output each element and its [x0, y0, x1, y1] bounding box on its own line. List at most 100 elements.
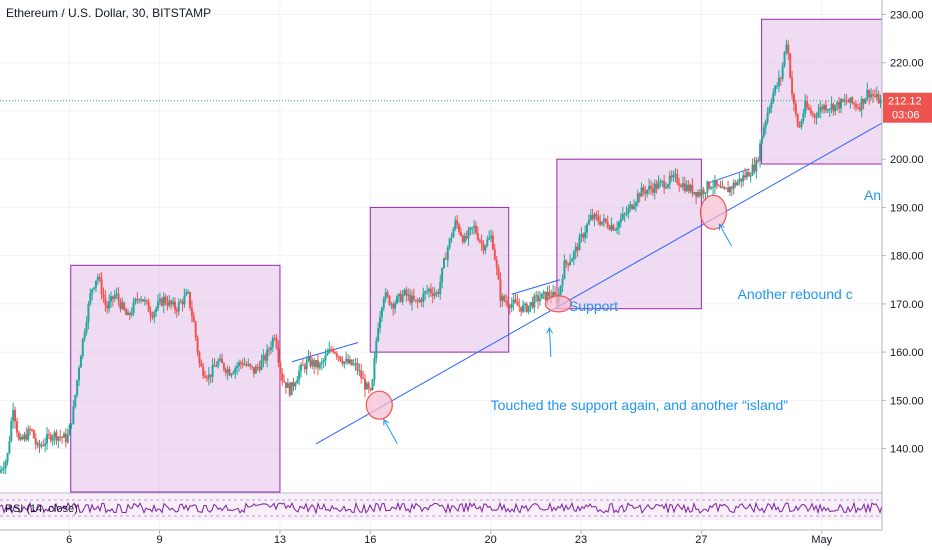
candle-body [830, 103, 833, 110]
candle-body [715, 180, 718, 186]
candle-body [360, 370, 363, 379]
candle-body [776, 85, 779, 87]
candle-body [473, 225, 476, 228]
candle-body [572, 252, 575, 260]
candle-body [59, 436, 62, 438]
candle-body [30, 429, 33, 431]
candle-body [570, 259, 573, 262]
candle-body [420, 299, 423, 302]
candle-body [243, 364, 246, 366]
candle-body [217, 360, 220, 367]
candle-body [674, 173, 677, 175]
price-tick-label: 190.00 [890, 202, 924, 214]
candle-body [623, 213, 626, 215]
candle-body [683, 183, 686, 192]
candle-body [753, 164, 756, 172]
price-tick-label: 220.00 [890, 58, 924, 70]
candle-body [713, 180, 716, 187]
candle-body [766, 112, 769, 122]
candle-body [569, 261, 572, 266]
candle-body [343, 361, 346, 364]
candle-body [559, 285, 562, 295]
candle-body [262, 355, 265, 361]
candle-body [794, 103, 797, 115]
time-tick-label: 23 [575, 534, 587, 546]
candle-body [68, 424, 71, 436]
arrow-line [719, 224, 732, 247]
candle-body [806, 101, 809, 108]
candle-body [283, 380, 286, 383]
candle-body [755, 159, 758, 172]
candle-body [668, 175, 671, 185]
candle-body [204, 375, 207, 378]
candle-body [781, 65, 784, 79]
candle-body [681, 183, 684, 188]
price-axis: 140.00 150.00 160.00 170.00 180.00 190.00 200.… [0, 0, 932, 530]
candle-body [292, 382, 295, 387]
candle-body [774, 85, 777, 94]
candle-body [219, 358, 222, 361]
candle-body [247, 363, 250, 366]
candle-body [226, 369, 229, 373]
candle-body [181, 301, 184, 305]
candle-body [395, 296, 398, 304]
candle-body [491, 235, 494, 250]
candle-body [401, 294, 404, 302]
candle-body [125, 309, 128, 316]
candle-body [548, 291, 551, 297]
candle-body [313, 360, 316, 367]
candle-body [636, 193, 639, 203]
candle-body [649, 186, 652, 189]
candle-body [512, 299, 515, 304]
candle-body [256, 366, 259, 368]
candle-body [128, 312, 131, 316]
candle-body [164, 296, 167, 303]
candle-body [46, 434, 49, 444]
candle-body [281, 373, 284, 381]
candle-body [821, 106, 824, 110]
candle-body [834, 105, 837, 112]
candle-body [6, 453, 9, 462]
price-tick-label: 150.00 [890, 395, 924, 407]
candle-body [384, 292, 387, 299]
candle-body [471, 227, 474, 229]
time-tick-label: 20 [485, 534, 497, 546]
candle-body [322, 360, 325, 363]
candle-body [362, 378, 365, 380]
candle-body [484, 245, 487, 251]
candle-body [717, 185, 720, 187]
candle-body [563, 260, 566, 279]
candle-body [284, 382, 287, 388]
candle-body [839, 99, 842, 109]
candle-body [117, 293, 120, 301]
candle-body [36, 443, 39, 445]
candle-body [813, 114, 816, 118]
candle-body [522, 305, 525, 312]
candle-body [298, 370, 301, 380]
candle-body [198, 352, 201, 364]
candle-body [862, 98, 865, 104]
candle-body [663, 181, 666, 189]
candle-body [523, 303, 526, 306]
candle-body [593, 214, 596, 219]
candle-body [727, 187, 730, 193]
candle-body [96, 276, 99, 281]
candle-body [565, 260, 568, 264]
candle-body [187, 291, 190, 293]
candle-body [685, 184, 688, 192]
candle-body [258, 366, 261, 370]
annotation-text: An [864, 187, 881, 203]
candle-body [578, 236, 581, 251]
candle-body [57, 436, 60, 441]
candle-body [49, 434, 52, 441]
candle-body [337, 356, 340, 358]
candle-body [0, 469, 1, 473]
rsi-pane: RSI (14, close) [0, 494, 883, 520]
candle-body [792, 94, 795, 104]
candle-body [179, 301, 182, 303]
candle-body [653, 183, 656, 193]
candle-body [303, 365, 306, 370]
candle-body [689, 184, 692, 192]
candle-body [348, 359, 351, 364]
